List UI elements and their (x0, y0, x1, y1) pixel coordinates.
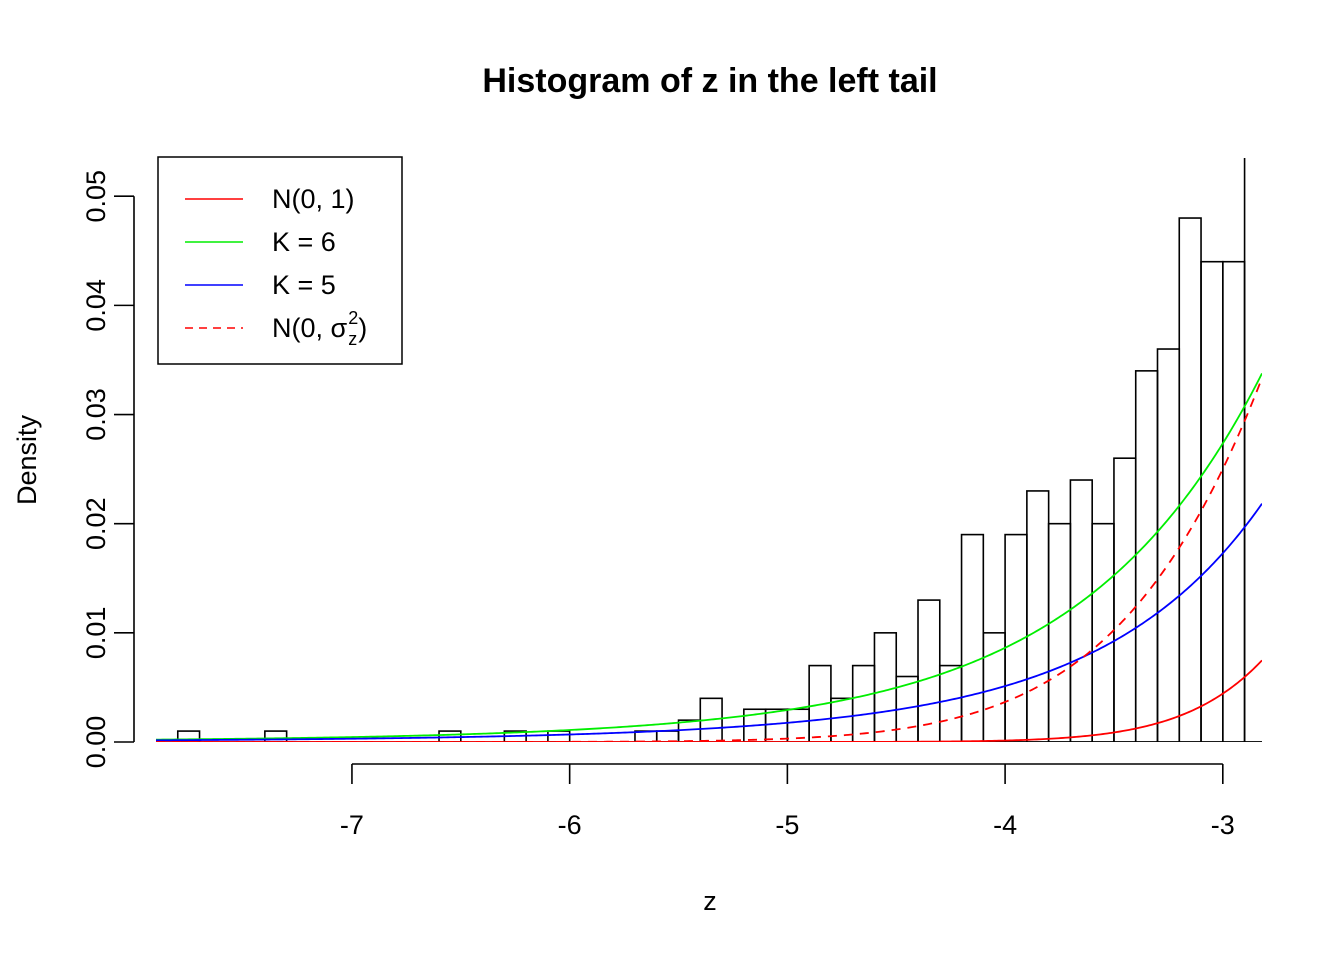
legend-label-k5: K = 5 (272, 270, 336, 300)
legend: N(0, 1) K = 6 K = 5 N(0, σ2 z) (157, 156, 403, 365)
histogram-bar (677, 719, 702, 742)
y-tick-label: 0.00 (81, 716, 111, 769)
y-tick-label: 0.01 (81, 607, 111, 660)
density-curve-0 (156, 659, 1262, 742)
y-tick-label: 0.05 (81, 170, 111, 223)
histogram-bar (938, 664, 963, 742)
histogram-bar (873, 632, 898, 742)
legend-label-k6: K = 6 (272, 227, 336, 257)
histogram-bar (1222, 260, 1246, 742)
histogram-bar (917, 599, 941, 742)
histogram-bar (1069, 479, 1093, 742)
histogram-bar (1113, 457, 1137, 742)
density-curve-2 (156, 503, 1262, 742)
histogram-bar (1156, 348, 1181, 742)
y-tick-label: 0.02 (81, 497, 111, 550)
legend-sigma-base: N(0, σ (272, 313, 348, 343)
legend-sigma-close: ) (358, 313, 367, 343)
histogram-bar (764, 708, 789, 742)
density-curve-1 (156, 372, 1262, 741)
histogram-bar (1134, 370, 1159, 742)
y-axis: 0.00 0.01 0.02 0.03 0.04 0.05 (81, 170, 135, 769)
density-curves (156, 372, 1262, 742)
legend-sigma-sup: 2 (348, 308, 358, 328)
legend-sigma-sub: z (348, 329, 357, 349)
density-curve-3 (156, 377, 1262, 742)
y-tick-label: 0.03 (81, 388, 111, 441)
legend-label-normal-sigma: N(0, σ2 z) (272, 308, 367, 349)
x-tick-label: -6 (558, 810, 582, 840)
histogram-bar (786, 708, 810, 742)
histogram-bar (1200, 260, 1224, 742)
y-axis-label: Density (12, 414, 42, 505)
x-axis: -7 -6 -5 -4 -3 (340, 763, 1235, 840)
histogram-bar (960, 533, 985, 742)
x-tick-label: -4 (993, 810, 1017, 840)
histogram-bar (1026, 490, 1050, 742)
x-tick-label: -5 (775, 810, 799, 840)
y-tick-label: 0.04 (81, 279, 111, 332)
legend-label-normal: N(0, 1) (272, 184, 355, 214)
x-tick-label: -3 (1211, 810, 1235, 840)
chart-title: Histogram of z in the left tail (482, 62, 937, 100)
histogram-bar (851, 664, 876, 742)
x-axis-label: z (703, 886, 717, 916)
histogram-bars (156, 158, 1262, 742)
histogram-bar (547, 730, 571, 742)
histogram-bar (1047, 522, 1072, 742)
legend-box (157, 156, 403, 365)
x-tick-label: -7 (340, 810, 364, 840)
